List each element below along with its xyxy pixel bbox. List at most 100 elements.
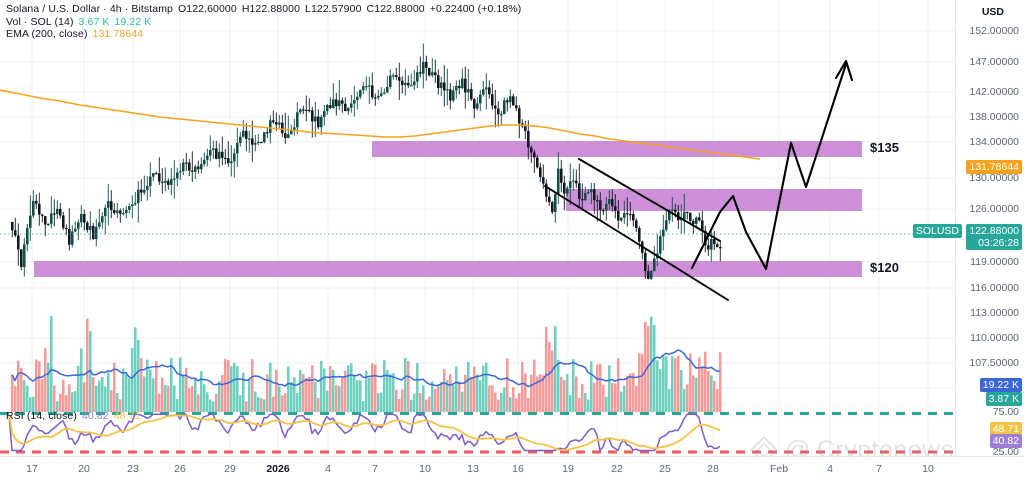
volume-bar (371, 363, 374, 412)
candle-body (470, 89, 473, 100)
volume-bar (716, 388, 719, 412)
price-axis[interactable]: USD 152.00000 147.00000 142.00000 138.00000… (912, 0, 1024, 479)
candle-body (653, 258, 656, 272)
volume-bar (644, 322, 647, 412)
volume-bar (263, 399, 266, 412)
volume-bar (107, 372, 110, 412)
volume-bar (284, 393, 287, 412)
candle-body (629, 214, 632, 216)
volume-bar (551, 350, 554, 412)
candle-body (452, 90, 455, 101)
candle-body (302, 109, 305, 111)
volume-bar (248, 379, 251, 412)
legend-row-symbol: Solana / U.S. Dollar · 4h · Bitstamp O122… (6, 3, 526, 16)
volume-bar (662, 355, 665, 412)
candle-body (80, 214, 83, 223)
candle-body (149, 176, 152, 187)
candle-body (617, 210, 620, 221)
volume-bar (131, 348, 134, 412)
rsi-line (8, 413, 721, 452)
volume-bar (686, 384, 689, 412)
candle-body (263, 132, 266, 143)
candle-body (626, 213, 629, 215)
volume-bar (38, 361, 41, 412)
candle-body (212, 148, 215, 150)
volume-bar (395, 389, 398, 412)
candlestick-series (11, 43, 722, 280)
candle-body (602, 209, 605, 212)
volume-bar (215, 393, 218, 412)
volume-bar (464, 374, 467, 412)
time-axis[interactable]: 17 20 23 26 29 2026 4 7 10 13 16 19 22 25 28 Feb 4 7 10 (0, 456, 1024, 479)
candle-body (152, 173, 155, 177)
volume-bar (305, 378, 308, 412)
candle-body (74, 228, 77, 232)
candle-body (353, 100, 356, 104)
candle-body (398, 77, 401, 81)
candle-body (182, 162, 185, 172)
price-tick-label: 116.00000 (970, 282, 1019, 294)
candle-body (491, 94, 494, 106)
candle-body (638, 228, 641, 242)
candle-body (359, 90, 362, 97)
volume-bar (668, 388, 671, 412)
volume-bar (455, 366, 458, 412)
volume-pane[interactable] (0, 310, 956, 412)
rsi-badge: 40.82 (989, 434, 1022, 448)
volume-bar (491, 385, 494, 412)
candle-body (98, 222, 101, 227)
price-tick-label: 110.00000 (970, 332, 1019, 344)
volume-bar (710, 375, 713, 412)
volume-bar (524, 373, 527, 412)
candle-body (572, 180, 575, 182)
volume-indicator-title: Vol · SOL (14) (6, 15, 74, 28)
candle-body (596, 200, 599, 202)
time-tick-label: 20 (78, 463, 90, 475)
volume-bar (365, 370, 368, 412)
volume-bar (26, 385, 29, 412)
volume-bar (536, 376, 539, 412)
volume-bar (95, 385, 98, 412)
volume-bar (230, 366, 233, 412)
volume-bar (338, 386, 341, 412)
volume-bar (695, 378, 698, 412)
volume-bar (416, 363, 419, 412)
time-tick-label: 4 (325, 463, 331, 475)
time-tick-label: 29 (224, 463, 236, 475)
candle-body (29, 215, 32, 228)
price-tick-label: 113.00000 (970, 307, 1019, 319)
candle-body (65, 227, 68, 230)
volume-bar (617, 358, 620, 412)
volume-bar (317, 397, 320, 412)
candle-body (104, 207, 107, 217)
volume-bar (431, 381, 434, 412)
candle-body (92, 226, 95, 240)
volume-bar (698, 357, 701, 412)
time-tick-label: 17 (26, 463, 38, 475)
volume-bar (281, 395, 284, 412)
price-tick-label: 138.00000 (969, 111, 1019, 123)
candle-body (503, 100, 506, 115)
candle-body (227, 158, 230, 164)
volume-bar (257, 397, 260, 412)
candle-body (545, 183, 548, 197)
volume-bar (125, 374, 128, 412)
volume-bar (656, 360, 659, 412)
volume-bar (614, 383, 617, 412)
time-tick-label: 4 (827, 463, 833, 475)
volume-bar (482, 365, 485, 412)
candle-body (41, 214, 44, 217)
volume-bar (350, 363, 353, 412)
volume-bar (677, 355, 680, 412)
rsi-pane[interactable] (0, 412, 956, 458)
price-pane[interactable] (0, 0, 956, 310)
volume-bar (224, 358, 227, 412)
candle-body (26, 227, 29, 245)
candle-body (233, 153, 236, 162)
volume-bar (152, 378, 155, 412)
time-tick-label: 10 (419, 463, 431, 475)
volume-bar (602, 384, 605, 412)
candle-body (419, 72, 422, 74)
candle-body (554, 194, 557, 213)
